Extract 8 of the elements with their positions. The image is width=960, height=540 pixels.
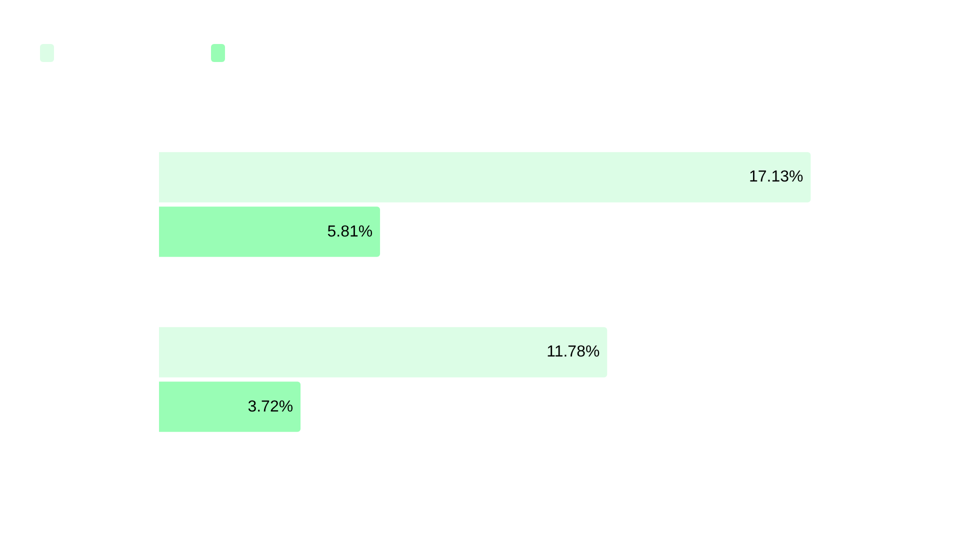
- data-label: 11.78%: [546, 344, 604, 361]
- data-label: 5.81%: [327, 223, 378, 240]
- bar: [159, 206, 380, 257]
- bar: [159, 327, 608, 378]
- data-label: 17.13%: [748, 168, 808, 186]
- bar: [159, 382, 301, 432]
- data-label: 3.72%: [248, 398, 298, 416]
- bar: [159, 152, 811, 202]
